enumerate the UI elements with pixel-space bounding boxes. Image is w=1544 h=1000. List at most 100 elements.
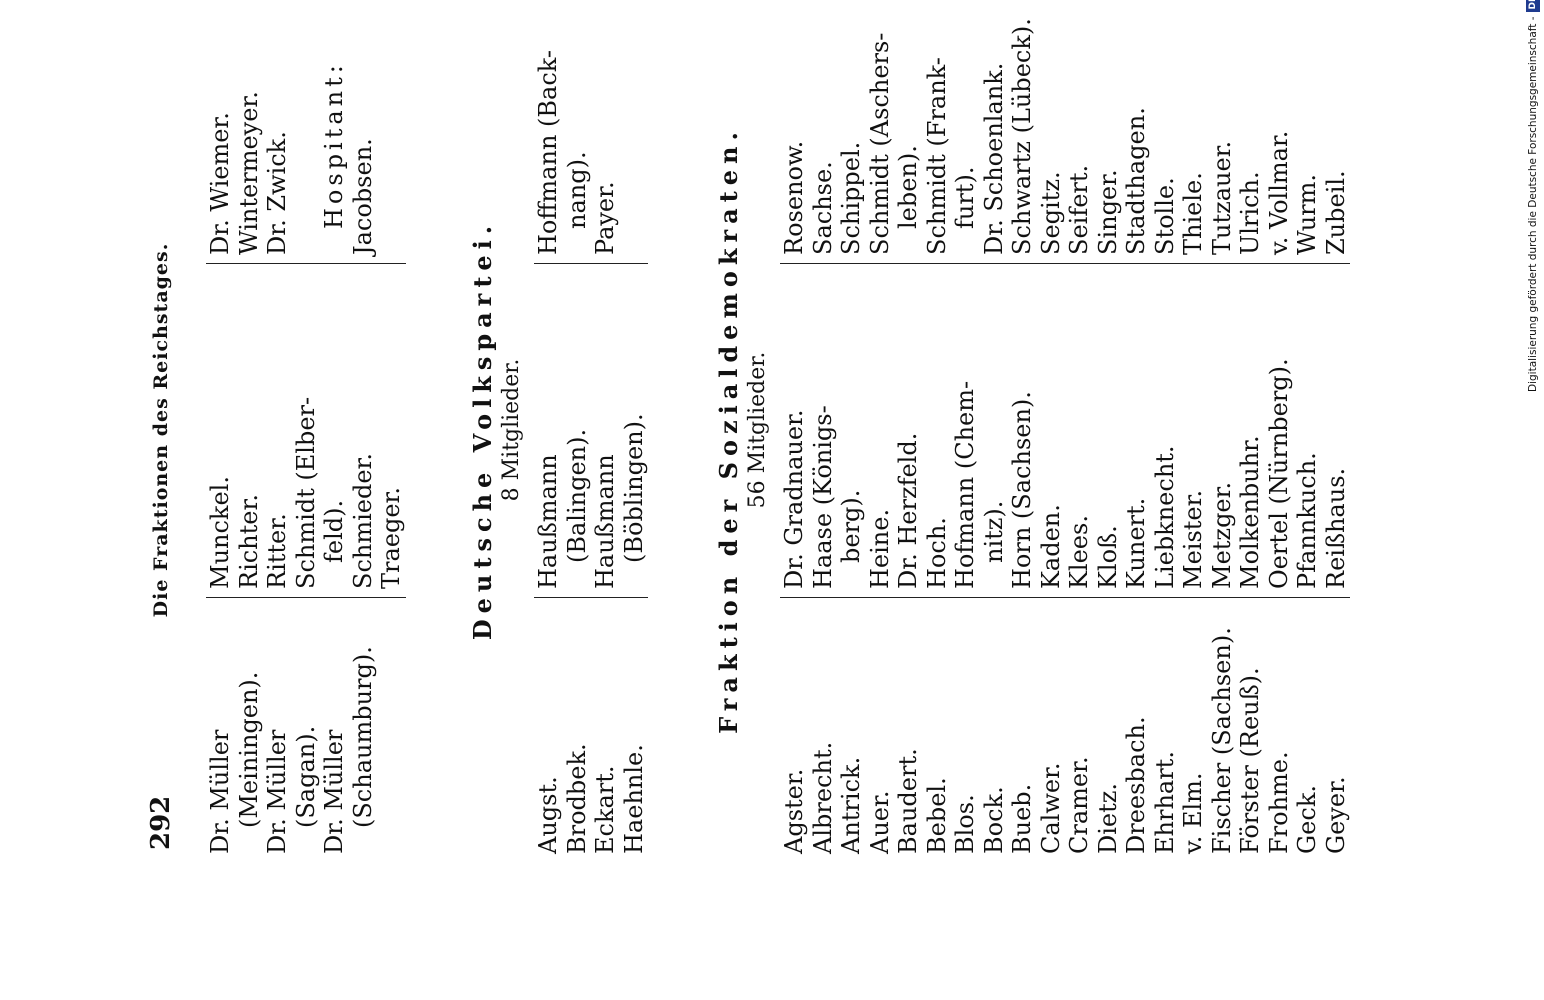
name-column: Munckel. Richter. Ritter. Schmidt (Elber-fe…	[206, 264, 406, 598]
member-entry: v. Elm.	[1179, 772, 1207, 854]
member-entry: Hofmann (Chem-	[951, 380, 979, 589]
member-entry: Sachse.	[808, 161, 837, 255]
member-entry: Dr. Gradnauer.	[780, 409, 808, 589]
member-entry: Eckart.	[591, 765, 619, 854]
member-entry: leben).	[894, 145, 922, 229]
member-entry: Pfannkuch.	[1293, 452, 1321, 589]
member-entry: Ulrich.	[1236, 171, 1264, 255]
member-entry: Singer.	[1093, 169, 1122, 255]
member-entry: feld).	[320, 499, 348, 563]
member-entry: Fischer (Sachsen).	[1207, 627, 1236, 854]
member-entry: Geyer.	[1321, 776, 1350, 854]
member-entry: Schmieder.	[348, 452, 377, 589]
member-entry: Dr. Herzfeld.	[894, 432, 922, 589]
name-column: Dr. Müller (Meiningen). Dr. Müller (Sagan).…	[206, 598, 406, 860]
member-entry: Hoffmann (Back-	[534, 49, 562, 255]
member-entry: (Schaumburg).	[348, 646, 377, 828]
section-volkspartei: Deutsche Volkspartei. 8 Mitglieder. Augs…	[468, 0, 648, 860]
member-entry: (Böblingen).	[619, 413, 648, 563]
section-sozialdemokraten: Fraktion der Sozialdemokraten. 56 Mitgli…	[714, 0, 1350, 860]
member-entry: Kloß.	[1093, 525, 1122, 589]
member-entry: Calwer.	[1036, 762, 1065, 854]
section-subtitle: 8 Mitglieder.	[499, 358, 524, 502]
member-entry: v. Vollmar.	[1264, 130, 1293, 255]
member-entry: Kaden.	[1036, 504, 1065, 589]
member-entry: Bueb.	[1008, 783, 1036, 854]
member-entry: Hoch.	[922, 517, 951, 589]
member-entry: berg).	[837, 489, 865, 563]
member-entry: Klees.	[1065, 515, 1093, 589]
member-entry: Auer.	[865, 790, 894, 854]
member-entry: Augst.	[534, 776, 562, 854]
member-entry: Wurm.	[1293, 173, 1321, 255]
member-entry: Haehnle.	[619, 744, 648, 854]
member-entry: Wintermeyer.	[234, 91, 263, 255]
member-entry: furt).	[951, 166, 979, 229]
member-entry: Dr. Müller	[320, 729, 348, 854]
member-entry: Dr. Wiemer.	[206, 112, 234, 255]
member-entry: Cramer.	[1065, 756, 1093, 854]
member-entry: Schmidt (Aschers-	[865, 32, 894, 255]
volkspartei-columns: Augst. Brodbek. Eckart. Haehnle. Haußmann (Ba…	[534, 0, 648, 860]
member-entry: Haußmann	[591, 454, 619, 589]
name-column: Haußmann (Balingen). Haußmann (Böblingen).	[534, 264, 648, 598]
name-column: Agster. Albrecht. Antrick. Auer. Baudert. Beb…	[780, 598, 1350, 860]
member-entry: Metzger.	[1207, 481, 1236, 589]
page-header: 292 Die Fraktionen des Reichstages.	[142, 0, 182, 860]
section-title: Fraktion der Sozialdemokraten.	[714, 126, 743, 734]
member-entry: (Meiningen).	[234, 671, 263, 828]
section-title: Deutsche Volkspartei.	[468, 219, 497, 641]
member-entry: Jacobsen.	[348, 138, 377, 255]
member-entry: Schmidt (Elber-	[291, 396, 320, 589]
member-entry: Brodbek.	[562, 743, 591, 854]
member-entry: Segitz.	[1036, 171, 1065, 255]
member-entry: Schippel.	[837, 141, 865, 255]
member-entry: Frohme.	[1264, 751, 1293, 854]
hospitant-label: Hospitant:	[320, 61, 348, 229]
member-entry: Blos.	[951, 794, 979, 854]
member-entry: Kunert.	[1122, 497, 1150, 589]
credit-text: Digitalisierung gefördert durch die Deut…	[1527, 16, 1539, 392]
member-entry: Dreesbach.	[1122, 716, 1150, 854]
member-entry: Molkenbuhr.	[1236, 435, 1264, 589]
section-top-columns: Dr. Müller (Meiningen). Dr. Müller (Sagan).…	[206, 0, 406, 860]
member-entry: (Sagan).	[291, 725, 320, 828]
member-entry: nitz).	[979, 500, 1008, 563]
member-entry: Rosenow.	[780, 140, 808, 255]
member-entry	[292, 14, 321, 255]
member-entry: Dietz.	[1093, 782, 1122, 854]
member-entry: Schmidt (Frank-	[922, 57, 951, 255]
member-entry: Ritter.	[263, 513, 291, 589]
name-column: Augst. Brodbek. Eckart. Haehnle.	[534, 598, 648, 860]
member-entry: Liebknecht.	[1150, 445, 1179, 589]
member-entry: Heine.	[865, 508, 894, 589]
section-subtitle: 56 Mitglieder.	[745, 351, 770, 509]
member-entry: Dr. Müller	[263, 729, 291, 854]
member-entry: Geck.	[1293, 785, 1321, 854]
member-entry: Albrecht.	[808, 741, 837, 854]
member-entry: Baudert.	[894, 748, 922, 854]
member-entry: Ehrhart.	[1150, 751, 1179, 854]
member-entry: Stadthagen.	[1122, 107, 1150, 255]
member-entry: Schwartz (Lübeck).	[1008, 18, 1036, 255]
member-entry: Thiele.	[1179, 172, 1207, 255]
section-freisinnige: Dr. Müller (Meiningen). Dr. Müller (Sagan).…	[198, 0, 406, 860]
running-title: Die Fraktionen des Reichstages.	[150, 242, 172, 618]
member-entry: Tutzauer.	[1207, 140, 1236, 255]
member-entry: Seifert.	[1065, 164, 1093, 255]
member-entry: Antrick.	[837, 756, 865, 854]
member-entry: Horn (Sachsen).	[1008, 391, 1036, 589]
member-entry: Oertel (Nürnberg).	[1264, 358, 1293, 589]
member-entry: (Balingen).	[562, 428, 591, 563]
member-entry: Haase (Königs-	[808, 405, 837, 589]
digitization-credit: Digitalisierung gefördert durch die Deut…	[1524, 0, 1542, 392]
rotated-page: 292 Die Fraktionen des Reichstages. Dr. …	[142, 0, 1382, 860]
name-column: Dr. Wiemer. Wintermeyer. Dr. Zwick. Hospit…	[206, 14, 406, 264]
member-entry: nang).	[562, 151, 591, 229]
member-entry: Payer.	[591, 181, 619, 255]
dfg-logo: DFG	[1526, 0, 1540, 13]
member-entry: Richter.	[234, 494, 263, 589]
member-entry: Bock.	[979, 786, 1008, 854]
name-column: Rosenow. Sachse. Schippel. Schmidt (Aschers…	[780, 14, 1350, 264]
member-entry: Dr. Zwick.	[263, 131, 291, 255]
